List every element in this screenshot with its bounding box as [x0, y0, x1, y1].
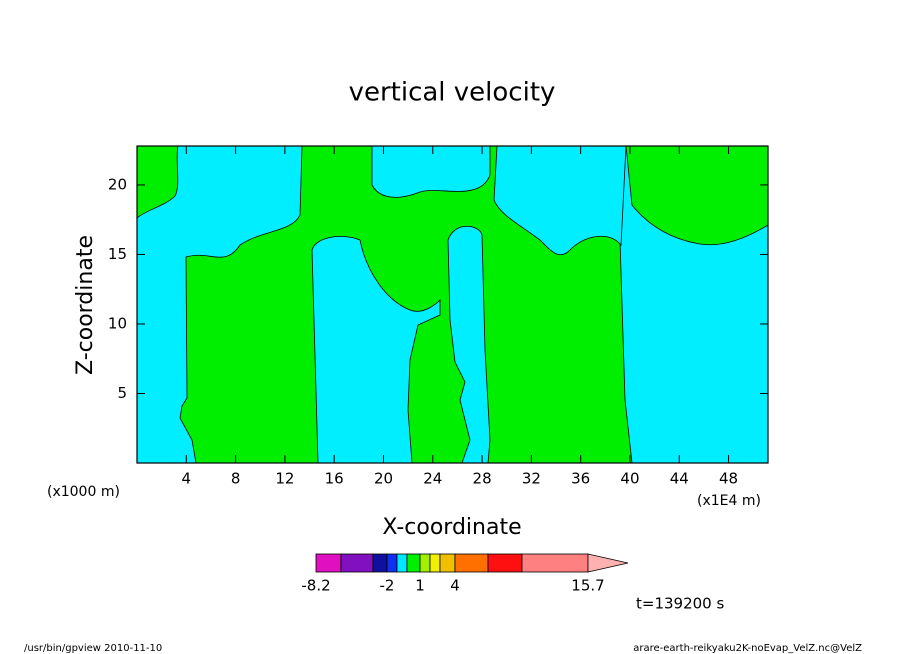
colorbar-box — [315, 553, 342, 573]
footer-right: arare-earth-reikyaku2K-noEvap_VelZ.nc@Ve… — [633, 643, 862, 654]
x-scale-label: (x1E4 m) — [697, 493, 761, 509]
x-tick-label: 20 — [374, 470, 393, 488]
x-axis-label: X-coordinate — [382, 515, 521, 540]
y-tick-label: 10 — [108, 314, 127, 332]
x-tick-label: 12 — [275, 470, 294, 488]
chart-title: vertical velocity — [349, 78, 556, 108]
plot-frame — [136, 145, 769, 464]
colorbar-box — [396, 553, 408, 573]
colorbar-tick-label: -8.2 — [301, 577, 330, 595]
contour-region — [447, 225, 491, 464]
colorbar-tick-label: 15.7 — [571, 577, 604, 595]
contour-field — [136, 145, 769, 464]
x-tick-label: 28 — [473, 470, 492, 488]
y-tick-label: 20 — [108, 175, 127, 193]
x-tick-label: 4 — [182, 470, 192, 488]
y-axis-label: Z-coordinate — [73, 235, 98, 375]
contour-region — [371, 145, 491, 198]
x-tick-label: 40 — [620, 470, 639, 488]
contour-region — [136, 145, 179, 219]
contour-region — [311, 236, 441, 464]
colorbar-box — [340, 553, 374, 573]
colorbar-box — [521, 553, 589, 573]
x-unit-label: (x1000 m) — [47, 484, 120, 500]
colorbar-box — [406, 553, 421, 573]
contour-region — [625, 145, 769, 246]
colorbar-tick-label: 1 — [415, 577, 425, 595]
x-tick-label: 24 — [423, 470, 442, 488]
y-tick-label: 15 — [108, 245, 127, 263]
x-tick-label: 44 — [670, 470, 689, 488]
colorbar-box — [429, 553, 441, 573]
colorbar-box — [372, 553, 388, 573]
contour-region — [493, 145, 627, 256]
time-label: t=139200 s — [636, 595, 724, 613]
x-tick-label: 36 — [571, 470, 590, 488]
footer-left: /usr/bin/gpview 2010-11-10 — [24, 643, 162, 654]
x-tick-label: 48 — [719, 470, 738, 488]
colorbar-box — [454, 553, 489, 573]
colorbar-tick-label: -2 — [380, 577, 395, 595]
colorbar-arrow — [587, 553, 629, 573]
x-tick-label: 8 — [231, 470, 241, 488]
colorbar-box — [487, 553, 523, 573]
x-tick-label: 16 — [325, 470, 344, 488]
colorbar-box — [419, 553, 431, 573]
colorbar-box — [439, 553, 456, 573]
y-tick-label: 5 — [117, 384, 127, 402]
colorbar-box — [386, 553, 398, 573]
x-tick-label: 32 — [522, 470, 541, 488]
colorbar-tick-label: 4 — [450, 577, 460, 595]
